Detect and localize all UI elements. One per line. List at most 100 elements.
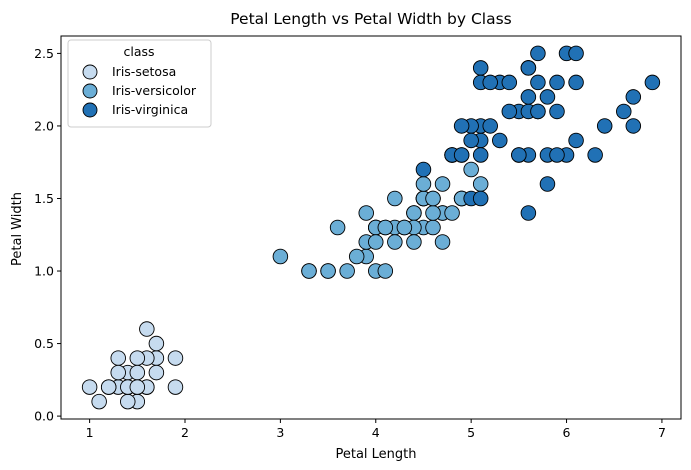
- data-point: [301, 263, 317, 279]
- data-point: [368, 234, 384, 250]
- data-point: [472, 176, 489, 192]
- data-point: [472, 147, 489, 163]
- y-axis: 0.0 0.5 1.0 1.5 2.0 2.5: [34, 46, 61, 424]
- data-point: [167, 379, 184, 395]
- chart-title: Petal Length vs Petal Width by Class: [230, 10, 512, 28]
- data-point: [616, 103, 632, 120]
- plot-area: [81, 45, 661, 410]
- data-point: [272, 248, 289, 265]
- x-tick-label: 3: [276, 425, 284, 440]
- x-axis: 1 2 3 4 5 6 7: [86, 419, 666, 440]
- data-point: [587, 147, 603, 163]
- data-point: [100, 379, 117, 395]
- data-point: [568, 45, 584, 62]
- data-point: [568, 74, 584, 91]
- data-point: [549, 103, 565, 120]
- data-point: [453, 147, 470, 163]
- x-tick-label: 7: [658, 425, 666, 440]
- legend-label: Iris-versicolor: [112, 83, 197, 98]
- data-point: [530, 45, 546, 62]
- legend-box: [67, 39, 212, 128]
- series-iris-virginica: [415, 45, 661, 221]
- data-point: [539, 176, 556, 192]
- data-point: [472, 60, 489, 76]
- data-point: [329, 219, 346, 236]
- data-point: [167, 350, 184, 366]
- data-point: [148, 335, 165, 352]
- legend-marker: [82, 83, 98, 99]
- data-point: [148, 364, 165, 381]
- data-point: [425, 205, 441, 221]
- data-point: [539, 89, 556, 105]
- data-point: [348, 248, 365, 265]
- data-point: [139, 321, 155, 337]
- data-point: [568, 132, 584, 149]
- data-point: [549, 74, 565, 91]
- x-tick-label: 5: [467, 425, 475, 440]
- data-point: [387, 190, 403, 207]
- plot-frame: [60, 35, 682, 420]
- legend-label: Iris-setosa: [112, 64, 176, 79]
- data-point: [511, 147, 527, 163]
- data-point: [110, 350, 126, 366]
- data-point: [320, 263, 336, 279]
- data-point: [91, 393, 107, 410]
- data-point: [415, 161, 432, 178]
- legend-label: Iris-virginica: [112, 102, 188, 117]
- data-point: [444, 205, 460, 221]
- data-point: [396, 219, 413, 236]
- data-point: [463, 161, 479, 178]
- data-point: [387, 234, 403, 250]
- data-point: [520, 205, 537, 221]
- y-tick-label: 2.5: [34, 46, 54, 61]
- data-point: [129, 350, 146, 366]
- data-point: [472, 190, 489, 207]
- data-point: [492, 132, 508, 149]
- data-point: [377, 263, 394, 279]
- y-tick-label: 1.0: [34, 264, 54, 279]
- data-point: [463, 132, 479, 149]
- legend: class Iris-setosa Iris-versicolor Iris-vir…: [67, 39, 212, 128]
- legend-items: Iris-setosa Iris-versicolor Iris-virginica: [82, 64, 197, 118]
- data-point: [501, 74, 518, 91]
- x-axis-label: Petal Length: [335, 447, 416, 462]
- data-point: [482, 118, 498, 134]
- data-point: [482, 74, 498, 91]
- data-point: [358, 205, 374, 221]
- y-tick-label: 0.0: [34, 409, 54, 424]
- x-tick-label: 4: [372, 425, 380, 440]
- data-point: [596, 118, 613, 134]
- data-point: [81, 379, 98, 395]
- data-point: [625, 89, 642, 105]
- data-point: [501, 103, 518, 120]
- data-point: [406, 234, 422, 250]
- data-point: [339, 263, 355, 279]
- y-axis-label: Petal Width: [10, 192, 25, 266]
- data-point: [129, 379, 146, 395]
- x-tick-label: 6: [563, 425, 571, 440]
- data-point: [530, 74, 546, 91]
- series-iris-setosa: [81, 321, 184, 410]
- legend-marker: [82, 102, 98, 118]
- y-tick-label: 2.0: [34, 118, 54, 133]
- data-point: [625, 118, 642, 134]
- data-point: [434, 176, 451, 192]
- data-point: [520, 60, 537, 76]
- data-point: [549, 147, 565, 163]
- x-tick-label: 2: [181, 425, 189, 440]
- data-point: [129, 364, 146, 381]
- data-point: [453, 118, 470, 134]
- data-point: [120, 393, 136, 410]
- data-point: [415, 176, 432, 192]
- data-point: [377, 219, 394, 236]
- data-point: [434, 234, 451, 250]
- legend-title: class: [123, 44, 154, 59]
- y-tick-label: 0.5: [34, 336, 54, 351]
- data-point: [425, 190, 441, 207]
- y-tick-label: 1.5: [34, 191, 54, 206]
- legend-marker: [82, 64, 98, 80]
- data-point: [425, 219, 441, 236]
- data-point: [530, 103, 546, 120]
- series-iris-versicolor: [272, 147, 489, 279]
